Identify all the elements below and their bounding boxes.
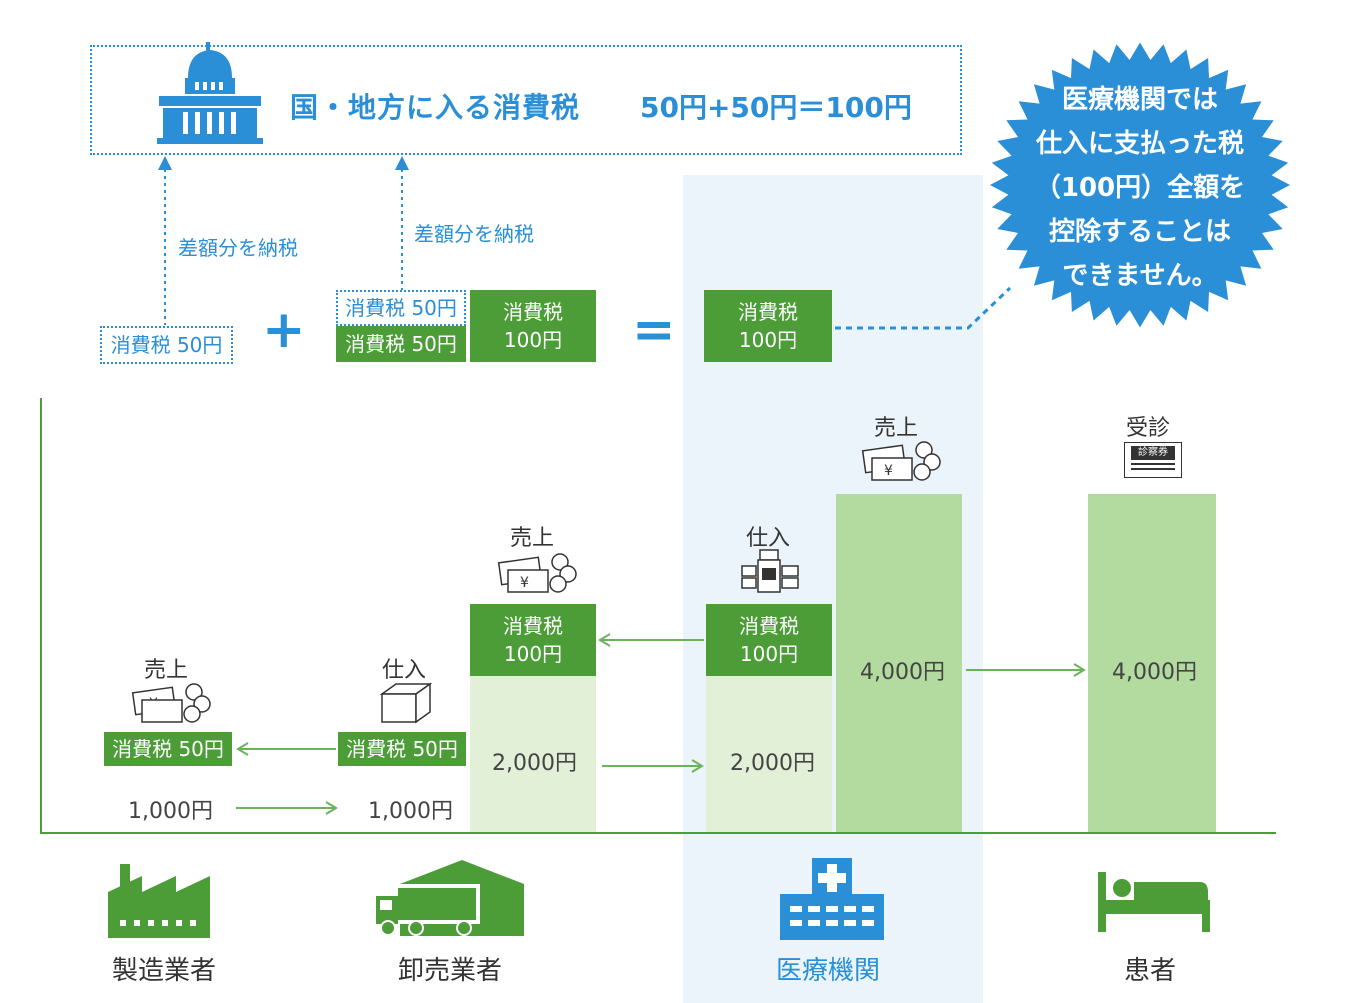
wh-sales-tax-box: 消費税 100円 [470, 604, 596, 676]
wh-sales-amount: 2,000円 [492, 751, 577, 776]
wh-sales-tax-line1: 消費税 [503, 614, 563, 638]
patient-label: 受診 [1126, 416, 1171, 441]
med-sales-label: 売上 [874, 416, 919, 441]
equation-tax-b-top: 消費税 50円 [336, 290, 466, 326]
money-icon: ¥ [497, 553, 577, 593]
wh-purchase-label: 仕入 [382, 658, 427, 683]
warehouse-truck-icon [376, 860, 524, 936]
patient-amount: 4,000円 [1112, 660, 1197, 685]
badge-line-5: できません。 [1062, 261, 1218, 291]
equation-tax-d-line1: 消費税 [738, 300, 798, 324]
header-title: 国・地方に入る消費税 [290, 91, 581, 124]
med-purchase-tax-box: 消費税 100円 [706, 604, 832, 676]
badge-line-3: （100円）全額を [1034, 173, 1246, 203]
wh-purchase-tax-box: 消費税 50円 [338, 732, 466, 766]
svg-text:¥: ¥ [520, 575, 529, 591]
patient-bar [1088, 494, 1216, 832]
equation-tax-a: 消費税 50円 [100, 326, 233, 364]
wh-sales-bar [470, 676, 596, 832]
money-icon: ¥ [861, 441, 941, 481]
category-medical: 医療機関 [776, 956, 881, 986]
med-sales-bar [836, 494, 962, 832]
plus-sign: + [262, 300, 306, 360]
mfr-amount: 1,000円 [128, 799, 213, 824]
badge-line-2: 仕入に支払った税 [1035, 129, 1244, 159]
bed-icon [1098, 872, 1210, 932]
equation-tax-c-line2: 100円 [503, 328, 563, 352]
equation-tax-b-bottom: 消費税 50円 [336, 326, 466, 362]
equation-tax-c: 消費税 100円 [470, 290, 596, 362]
mfr-tax-box: 消費税 50円 [104, 732, 232, 766]
box-icon [379, 682, 433, 724]
wh-sales-label: 売上 [510, 526, 555, 551]
category-manufacturer: 製造業者 [112, 956, 217, 986]
money-icon: ¥ [131, 683, 211, 723]
equation-tax-d: 消費税 100円 [704, 290, 832, 362]
national-tax-box [90, 45, 962, 155]
med-purchase-label: 仕入 [746, 526, 791, 551]
wh-sales-tax-line2: 100円 [503, 642, 563, 666]
equals-sign: = [632, 300, 676, 360]
med-sales-amount: 4,000円 [860, 660, 945, 685]
parliament-icon [157, 42, 263, 144]
pay-diff-note-1: 差額分を納税 [178, 236, 298, 260]
svg-text:¥: ¥ [884, 463, 893, 479]
med-purchase-tax-line1: 消費税 [739, 614, 799, 638]
category-patient: 患者 [1124, 956, 1177, 986]
x-axis-line [40, 832, 1276, 834]
ticket-text: 診察券 [1131, 446, 1175, 460]
factory-icon [108, 864, 210, 938]
med-purchase-tax-line2: 100円 [739, 642, 799, 666]
badge-text: 医療機関では 仕入に支払った税 （100円）全額を 控除することは できません。 [1000, 78, 1280, 298]
pay-diff-note-2: 差額分を納税 [414, 222, 534, 246]
medicine-icon [741, 549, 799, 593]
equation-tax-c-line1: 消費税 [503, 300, 563, 324]
hospital-icon [780, 858, 884, 940]
patient-card-icon: 診察券 [1124, 442, 1182, 478]
badge-line-4: 控除することは [1048, 217, 1231, 247]
equation-tax-d-line2: 100円 [738, 328, 798, 352]
category-wholesaler: 卸売業者 [398, 956, 503, 986]
wh-purchase-amount: 1,000円 [368, 799, 453, 824]
starburst-badge [990, 42, 1290, 328]
y-axis-line [40, 398, 42, 834]
header-equation: 50円+50円＝100円 [640, 91, 912, 124]
med-purchase-bar [706, 676, 832, 832]
med-purchase-amount: 2,000円 [730, 751, 815, 776]
badge-line-1: 医療機関では [1061, 85, 1218, 115]
mfr-sales-label: 売上 [144, 658, 189, 683]
